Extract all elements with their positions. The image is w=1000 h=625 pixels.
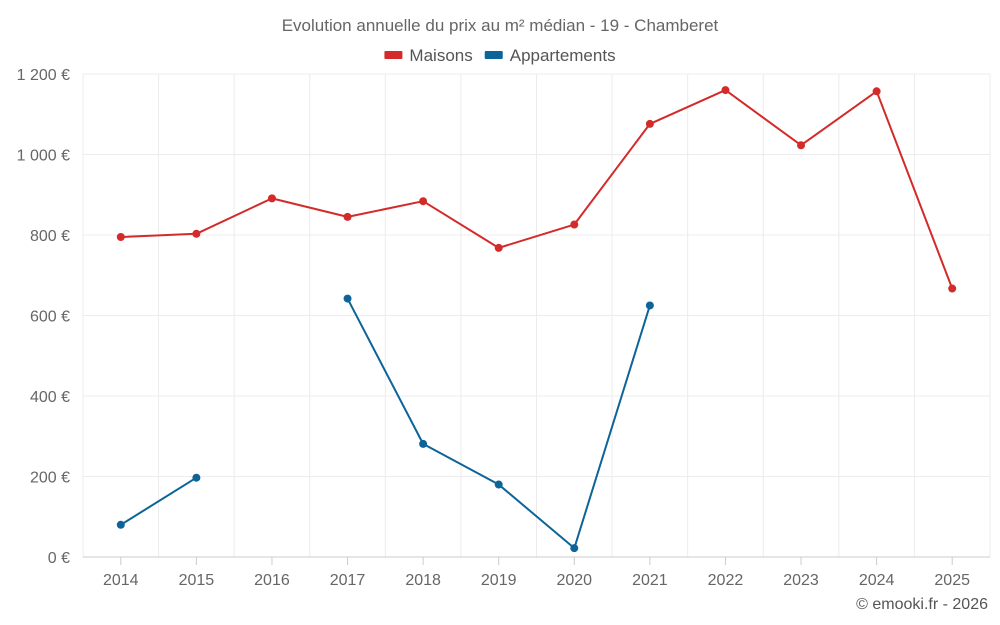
data-point[interactable] [267, 194, 276, 203]
legend-label: Appartements [510, 46, 616, 65]
y-tick-label: 800 € [30, 228, 70, 245]
x-tick-label: 2016 [254, 572, 290, 589]
x-tick-label: 2015 [179, 572, 215, 589]
y-tick-label: 1 200 € [17, 67, 70, 84]
data-point[interactable] [192, 473, 201, 482]
x-tick-label: 2025 [934, 572, 970, 589]
data-point[interactable] [948, 284, 957, 293]
legend-label: Maisons [409, 46, 472, 65]
x-tick-label: 2022 [708, 572, 744, 589]
data-point[interactable] [116, 233, 125, 242]
x-tick-label: 2019 [481, 572, 517, 589]
y-tick-label: 1 000 € [17, 148, 70, 165]
series-maisons [116, 86, 957, 293]
series-line [346, 298, 651, 550]
y-tick-label: 400 € [30, 389, 70, 406]
data-point[interactable] [116, 520, 125, 529]
x-tick-label: 2021 [632, 572, 668, 589]
x-tick-label: 2024 [859, 572, 895, 589]
data-point[interactable] [570, 544, 579, 553]
series-appartementss [116, 294, 654, 553]
data-point[interactable] [343, 294, 352, 303]
legend-swatch [384, 51, 403, 59]
y-tick-label: 600 € [30, 309, 70, 326]
legend-item-maisons[interactable]: Maisons [384, 46, 473, 65]
data-point[interactable] [343, 212, 352, 221]
legend-item-appartements[interactable]: Appartements [484, 46, 616, 65]
data-point[interactable] [494, 480, 503, 489]
gridlines [82, 73, 991, 557]
data-point[interactable] [797, 141, 806, 150]
series [116, 86, 957, 553]
y-tick-label: 0 € [48, 550, 70, 567]
chart-title: Evolution annuelle du prix au m² médian … [282, 16, 719, 35]
data-point[interactable] [494, 243, 503, 252]
x-tick-label: 2017 [330, 572, 366, 589]
series-line [120, 89, 954, 289]
data-point[interactable] [419, 197, 428, 206]
legend-swatch [484, 51, 503, 59]
data-point[interactable] [872, 87, 881, 96]
x-tick-label: 2020 [556, 572, 592, 589]
data-point[interactable] [721, 86, 730, 95]
data-point[interactable] [192, 229, 201, 238]
data-point[interactable] [645, 119, 654, 128]
axes: 0 € 200 € 400 € 600 € 800 € 1 000 € 1 200 € 201… [17, 67, 990, 589]
x-tick-label: 2018 [405, 572, 441, 589]
data-point[interactable] [645, 301, 654, 310]
x-tick-label: 2014 [103, 572, 139, 589]
data-point[interactable] [419, 439, 428, 448]
legend: Maisons Appartements [384, 46, 616, 65]
x-tick-label: 2023 [783, 572, 819, 589]
data-point[interactable] [570, 220, 579, 229]
credit-text: © emooki.fr - 2026 [856, 596, 988, 613]
y-tick-label: 200 € [30, 470, 70, 487]
series-line [120, 476, 197, 526]
